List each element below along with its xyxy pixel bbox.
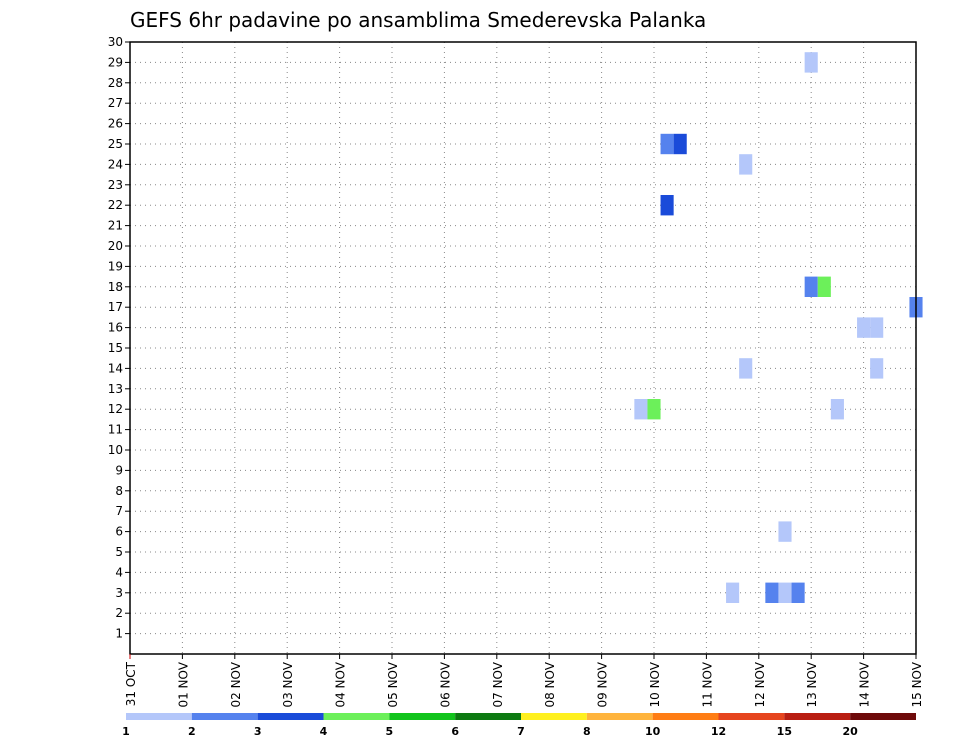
x-tick-label: 06 NOV (438, 661, 452, 707)
y-tick-label: 29 (108, 55, 123, 69)
y-tick-label: 21 (108, 219, 123, 233)
x-tick-label: 04 NOV (334, 661, 348, 707)
y-tick-label: 1 (115, 627, 123, 641)
y-tick-label: 15 (108, 341, 123, 355)
legend-label: 8 (583, 725, 591, 738)
legend-label: 20 (843, 725, 859, 738)
legend-label: 1 (122, 725, 130, 738)
y-tick-label: 25 (108, 137, 123, 151)
y-tick-label: 14 (108, 361, 123, 375)
y-tick-label: 23 (108, 178, 123, 192)
y-tick-label: 30 (108, 35, 123, 49)
legend-label: 12 (711, 725, 726, 738)
data-cell (778, 521, 792, 542)
x-tick-label: 11 NOV (700, 661, 714, 707)
y-tick-label: 8 (115, 484, 123, 498)
y-tick-label: 2 (115, 606, 123, 620)
data-cell (660, 195, 674, 216)
data-cell (647, 399, 661, 420)
x-tick-label: 05 NOV (386, 661, 400, 707)
legend-swatch (389, 713, 456, 720)
legend-label: 15 (777, 725, 792, 738)
y-tick-label: 24 (108, 157, 123, 171)
legend-label: 2 (188, 725, 196, 738)
y-axis: 1234567891011121314151617181920212223242… (108, 35, 130, 641)
legend-swatch (652, 713, 719, 720)
data-cell (739, 358, 753, 379)
y-tick-label: 9 (115, 463, 123, 477)
x-tick-label: 12 NOV (753, 661, 767, 707)
x-tick-label: 13 NOV (805, 661, 819, 707)
y-tick-label: 22 (108, 198, 123, 212)
legend-swatch (257, 713, 324, 720)
legend-label: 7 (517, 725, 525, 738)
data-cell (857, 317, 871, 338)
legend-swatch (455, 713, 521, 720)
legend-swatch (718, 713, 785, 720)
legend-label: 6 (451, 725, 459, 738)
y-tick-label: 7 (115, 504, 123, 518)
x-tick-label: 31 OCT (124, 661, 138, 706)
legend-label: 4 (320, 725, 328, 738)
color-legend: 1 2 3 4 5 6 7 8 10 12 15 20 (122, 713, 916, 738)
x-tick-label: 14 NOV (858, 661, 872, 707)
legend-swatch (784, 713, 851, 720)
legend-swatch (191, 713, 258, 720)
x-tick-label: 03 NOV (281, 661, 295, 707)
legend-swatch (126, 713, 192, 720)
data-cell (791, 582, 805, 603)
legend-swatch (586, 713, 653, 720)
y-tick-label: 4 (115, 565, 123, 579)
data-cell (870, 317, 884, 338)
data-cell (634, 399, 648, 420)
y-tick-label: 17 (108, 300, 123, 314)
data-cell (726, 582, 740, 603)
x-tick-label: 10 NOV (648, 661, 662, 707)
legend-label: 5 (386, 725, 394, 738)
y-tick-label: 26 (108, 117, 123, 131)
data-cell (660, 133, 674, 155)
grid (130, 41, 916, 654)
legend-swatch (323, 713, 390, 720)
y-tick-label: 13 (108, 382, 123, 396)
x-axis: 31 OCT 01 NOV 02 NOV 03 NOV 04 NOV 05 NOV 06 N… (124, 654, 924, 708)
x-tick-label: 09 NOV (596, 661, 610, 707)
data-cell (673, 133, 687, 155)
chart-title: GEFS 6hr padavine po ansamblima Smederev… (130, 8, 706, 32)
y-tick-label: 5 (115, 545, 123, 559)
data-cell (765, 582, 779, 603)
y-tick-label: 19 (108, 259, 123, 273)
y-tick-label: 12 (108, 402, 123, 416)
legend-label: 10 (645, 725, 661, 738)
legend-swatch (850, 713, 916, 720)
y-tick-label: 11 (108, 423, 123, 437)
data-cell (870, 358, 884, 379)
data-cells (634, 52, 923, 603)
data-cell (778, 582, 792, 603)
y-tick-label: 27 (108, 96, 123, 110)
data-cell (830, 399, 844, 420)
data-cell (804, 276, 818, 297)
x-tick-label: 02 NOV (229, 661, 243, 707)
x-tick-label: 07 NOV (491, 661, 505, 707)
y-tick-label: 6 (115, 525, 123, 539)
y-tick-label: 20 (108, 239, 123, 253)
legend-label: 3 (254, 725, 262, 738)
y-tick-label: 3 (115, 586, 123, 600)
y-tick-label: 16 (108, 321, 123, 335)
y-tick-label: 28 (108, 76, 123, 90)
legend-swatch (521, 713, 587, 720)
data-cell (739, 154, 753, 175)
data-cell (804, 52, 818, 73)
data-cell (817, 276, 831, 297)
plot-frame (129, 41, 917, 655)
x-tick-label: 01 NOV (176, 661, 190, 707)
x-tick-label: 08 NOV (543, 661, 557, 707)
y-tick-label: 10 (108, 443, 123, 457)
y-tick-label: 18 (108, 280, 123, 294)
x-tick-label: 15 NOV (910, 661, 924, 707)
